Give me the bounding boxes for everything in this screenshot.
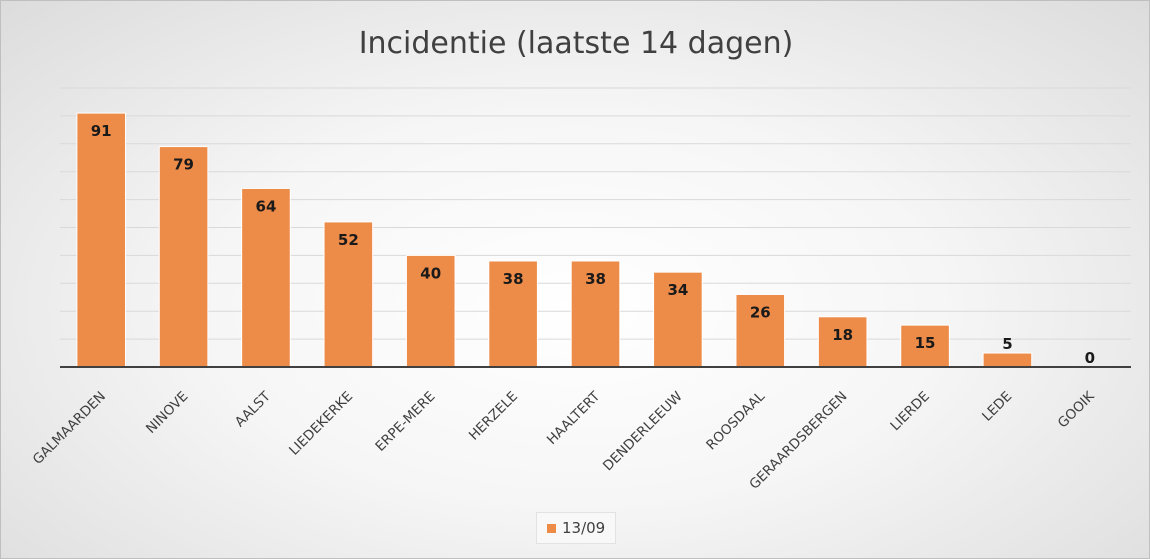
data-labels: 91 79 64 52 40 38 38 34 26 18 15 5 0: [91, 122, 1095, 367]
tick-label-aalst: AALST: [232, 388, 274, 430]
bar-liedekerke: [323, 221, 374, 368]
tick-label-lede: LEDE: [979, 389, 1015, 425]
gridlines: [60, 87, 1131, 340]
chart-title: Incidentie (laatste 14 dagen): [359, 26, 794, 61]
data-label-geraardsbergen: 18: [832, 326, 853, 344]
tick-label-ninove: NINOVE: [143, 389, 191, 437]
data-label-lierde: 15: [915, 334, 936, 352]
legend-label: 13/09: [562, 519, 606, 537]
data-label-denderleeuw: 34: [667, 281, 688, 299]
data-label-liedekerke: 52: [338, 231, 359, 249]
tick-label-gooik: GOOIK: [1055, 388, 1099, 432]
bar-lierde: [900, 324, 950, 368]
data-label-erpe-mere: 40: [420, 264, 441, 282]
bar-lede: [982, 352, 1033, 368]
tick-label-herzele: HERZELE: [466, 389, 521, 444]
tick-label-erpe-mere: ERPE-MERE: [372, 389, 438, 455]
bar-ninove: [158, 146, 209, 368]
bar-denderleeuw: [653, 271, 703, 368]
bar-haaltert: [570, 260, 621, 368]
x-axis-tick-labels: GALMAARDEN NINOVE AALST LIEDEKERKE ERPE-MERE…: [30, 388, 1099, 493]
data-label-ninove: 79: [173, 156, 194, 174]
bars: [76, 112, 1033, 368]
tick-label-liedekerke: LIEDEKERKE: [286, 389, 356, 459]
bar-galmaarden: [76, 112, 126, 368]
tick-label-galmaarden: GALMAARDEN: [30, 389, 109, 468]
tick-label-roosdaal: ROOSDAAL: [703, 388, 768, 453]
data-label-roosdaal: 26: [750, 303, 771, 321]
data-label-haaltert: 38: [585, 270, 606, 288]
data-label-aalst: 64: [256, 197, 277, 215]
bar-roosdaal: [735, 293, 786, 368]
data-label-herzele: 38: [503, 270, 524, 288]
tick-label-haaltert: HAALTERT: [544, 388, 604, 448]
tick-label-lierde: LIERDE: [887, 389, 932, 434]
data-label-galmaarden: 91: [91, 122, 112, 140]
tick-label-denderleeuw: DENDERLEEUW: [600, 389, 686, 475]
legend-swatch: [547, 523, 556, 533]
data-label-gooik: 0: [1085, 349, 1095, 367]
bar-aalst: [241, 187, 291, 368]
data-label-lede: 5: [1002, 335, 1012, 353]
legend: 13/09: [536, 512, 617, 544]
bar-herzele: [488, 260, 538, 368]
